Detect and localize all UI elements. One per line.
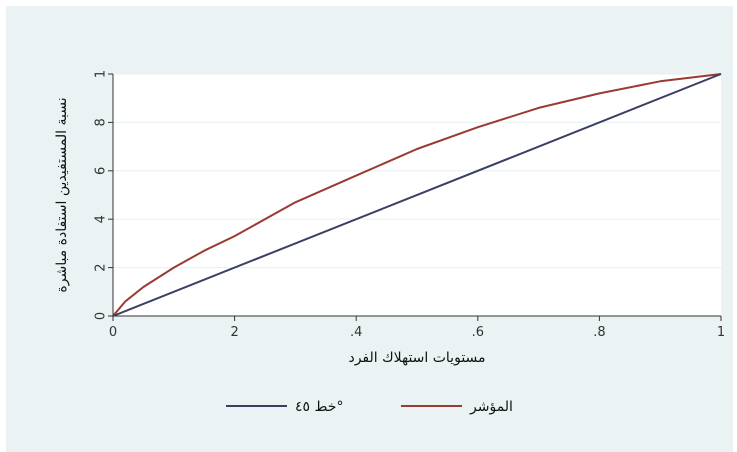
- x-axis-title: مستويات استهلاك الفرد: [348, 350, 485, 366]
- legend-label-45-line: خط ٤٥°: [295, 399, 343, 415]
- y-ticks: 0 2 4 6 8 1: [94, 70, 113, 320]
- legend-label-index: المؤشر: [469, 399, 513, 415]
- y-tick-label-0: 0: [94, 312, 109, 320]
- y-tick-label-2: 4: [94, 215, 109, 223]
- x-tick-label-3: .6: [472, 325, 484, 340]
- x-tick-label-4: .8: [593, 325, 605, 340]
- series-line-1: [112, 73, 722, 317]
- series-lines: [112, 73, 722, 317]
- x-ticks: 0 2 .4 .6 .8 1: [109, 316, 725, 340]
- y-tick-label-3: 6: [94, 167, 109, 175]
- x-tick-label-1: 2: [230, 325, 238, 340]
- y-tick-label-1: 2: [94, 263, 109, 271]
- y-tick-label-4: 8: [94, 118, 109, 126]
- y-tick-label-5: 1: [94, 70, 109, 78]
- series-line-0: [112, 73, 722, 317]
- x-tick-label-5: 1: [717, 325, 725, 340]
- gridlines: [113, 73, 721, 269]
- x-tick-label-0: 0: [109, 325, 117, 340]
- legend: المؤشر خط ٤٥°: [226, 399, 513, 415]
- y-axis-title: نسبة المستفيدين استفادة مباشرة: [54, 97, 70, 292]
- x-tick-label-2: .4: [350, 325, 362, 340]
